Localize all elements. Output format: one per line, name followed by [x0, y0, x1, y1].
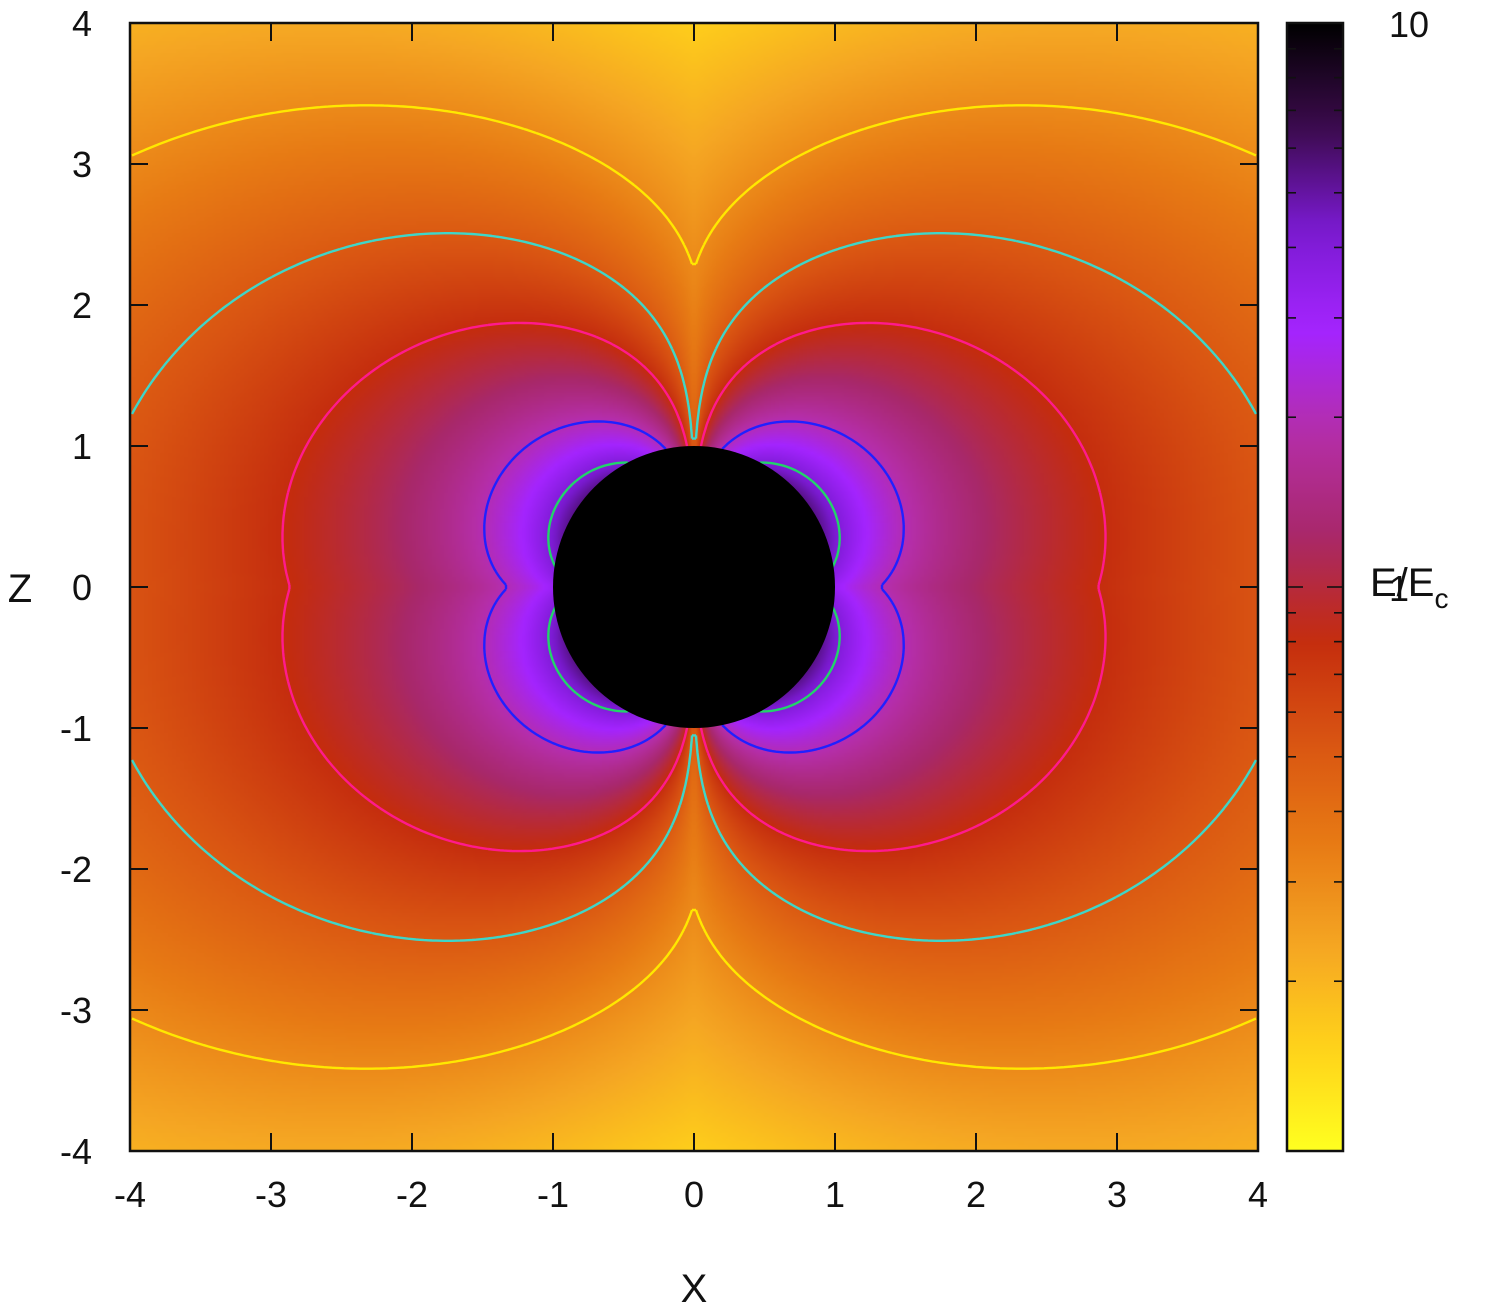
y-tick-label: 3	[72, 144, 92, 185]
contour-line-4	[547, 461, 841, 713]
x-tick-label: 3	[1107, 1174, 1127, 1215]
x-tick-label: 4	[1248, 1174, 1268, 1215]
central-sphere	[553, 446, 835, 728]
y-tick-label: -3	[60, 990, 92, 1031]
y-tick-label: 0	[72, 567, 92, 608]
y-tick-label: 4	[72, 3, 92, 44]
colorbar-title: E/Ec	[1370, 561, 1448, 614]
contour-line-1	[130, 232, 1258, 942]
colorbar-title-sub: c	[1434, 583, 1448, 614]
contour-line-2	[281, 321, 1107, 853]
colorbar-tick-label: 1	[1389, 568, 1409, 609]
y-tick-label: -2	[60, 849, 92, 890]
contour-line-0	[131, 104, 1257, 1070]
contour-lines	[130, 104, 1258, 1070]
colorbar-title-main: E/E	[1370, 561, 1434, 605]
y-tick-label: -4	[60, 1131, 92, 1172]
colorbar-ticks: 10 1	[1287, 4, 1429, 1152]
x-axis-ticks: -4 -3 -2 -1 0 1 2 3 4	[114, 23, 1268, 1215]
colorbar-tick-label: 10	[1389, 4, 1429, 45]
contour-line-3	[483, 420, 905, 754]
x-tick-label: -2	[396, 1174, 428, 1215]
x-axis-title: X	[681, 1267, 708, 1310]
y-tick-label: 2	[72, 285, 92, 326]
y-axis-ticks: -4 -3 -2 -1 0 1 2 3 4	[60, 3, 1258, 1172]
y-tick-label: 1	[72, 426, 92, 467]
colorbar: 10 1 E/Ec	[1285, 4, 1448, 1153]
y-tick-label: -1	[60, 708, 92, 749]
x-tick-label: 0	[684, 1174, 704, 1215]
x-tick-label: 1	[825, 1174, 845, 1215]
x-tick-label: 2	[966, 1174, 986, 1215]
x-tick-label: -3	[255, 1174, 287, 1215]
x-tick-label: -1	[537, 1174, 569, 1215]
y-axis-title: Z	[8, 567, 32, 611]
plot-area: -4 -3 -2 -1 0 1 2 3 4 -4 -3 -2 -1 0 1 2 3 4	[60, 3, 1268, 1215]
x-tick-label: -4	[114, 1174, 146, 1215]
